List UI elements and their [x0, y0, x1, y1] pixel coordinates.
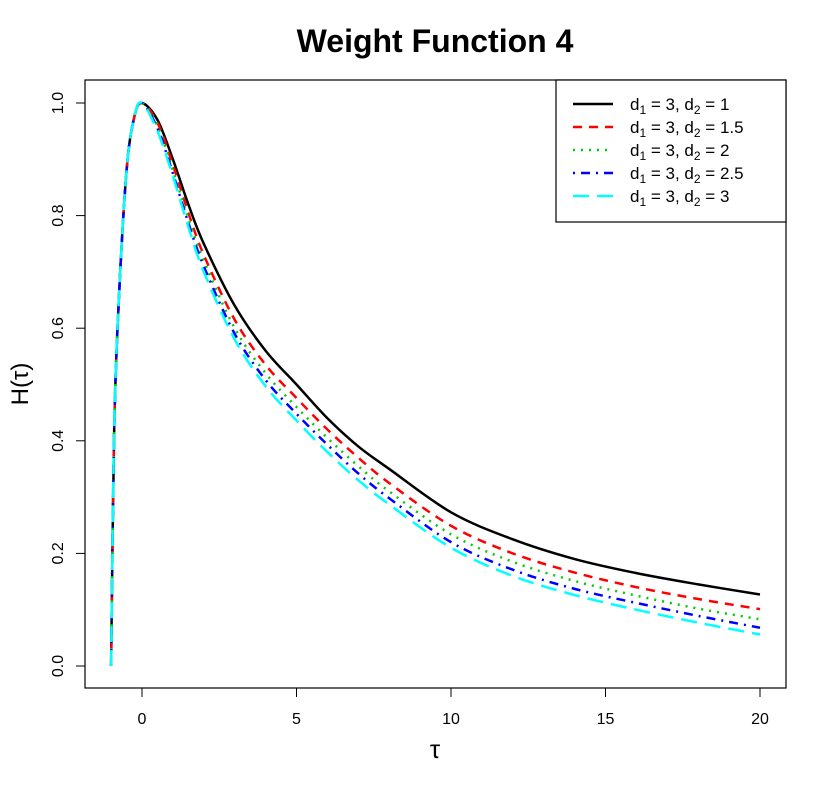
y-tick-label: 0.2	[50, 542, 67, 564]
x-tick-label: 0	[138, 711, 147, 728]
legend-label: d1 = 3, d2 = 1	[630, 95, 729, 117]
series-line	[109, 101, 761, 667]
y-tick-label: 0.6	[50, 317, 67, 339]
legend-label: d1 = 3, d2 = 3	[630, 187, 729, 209]
chart-title: Weight Function 4	[297, 23, 574, 59]
series-lines	[109, 101, 761, 667]
series-line	[109, 101, 761, 667]
x-tick-label: 10	[442, 711, 460, 728]
y-tick-label: 0.0	[50, 655, 67, 677]
legend-label: d1 = 3, d2 = 1.5	[630, 118, 744, 140]
y-tick-label: 1.0	[50, 92, 67, 114]
y-tick-label: 0.8	[50, 204, 67, 226]
x-axis-label: τ	[430, 734, 441, 764]
x-tick-label: 20	[751, 711, 769, 728]
y-axis: 0.0 0.2 0.4 0.6 0.8 1.0	[50, 92, 86, 677]
x-axis: 0 5 10 15 20	[138, 687, 769, 728]
y-tick-label: 0.4	[50, 430, 67, 452]
x-tick-label: 5	[292, 711, 301, 728]
series-line	[109, 101, 761, 667]
legend-label: d1 = 3, d2 = 2	[630, 141, 729, 163]
legend: d1 = 3, d2 = 1d1 = 3, d2 = 1.5d1 = 3, d2…	[555, 79, 787, 223]
legend-label: d1 = 3, d2 = 2.5	[630, 164, 744, 186]
x-tick-label: 15	[597, 711, 615, 728]
series-line	[109, 101, 761, 667]
y-axis-label: H(τ)	[7, 363, 34, 406]
